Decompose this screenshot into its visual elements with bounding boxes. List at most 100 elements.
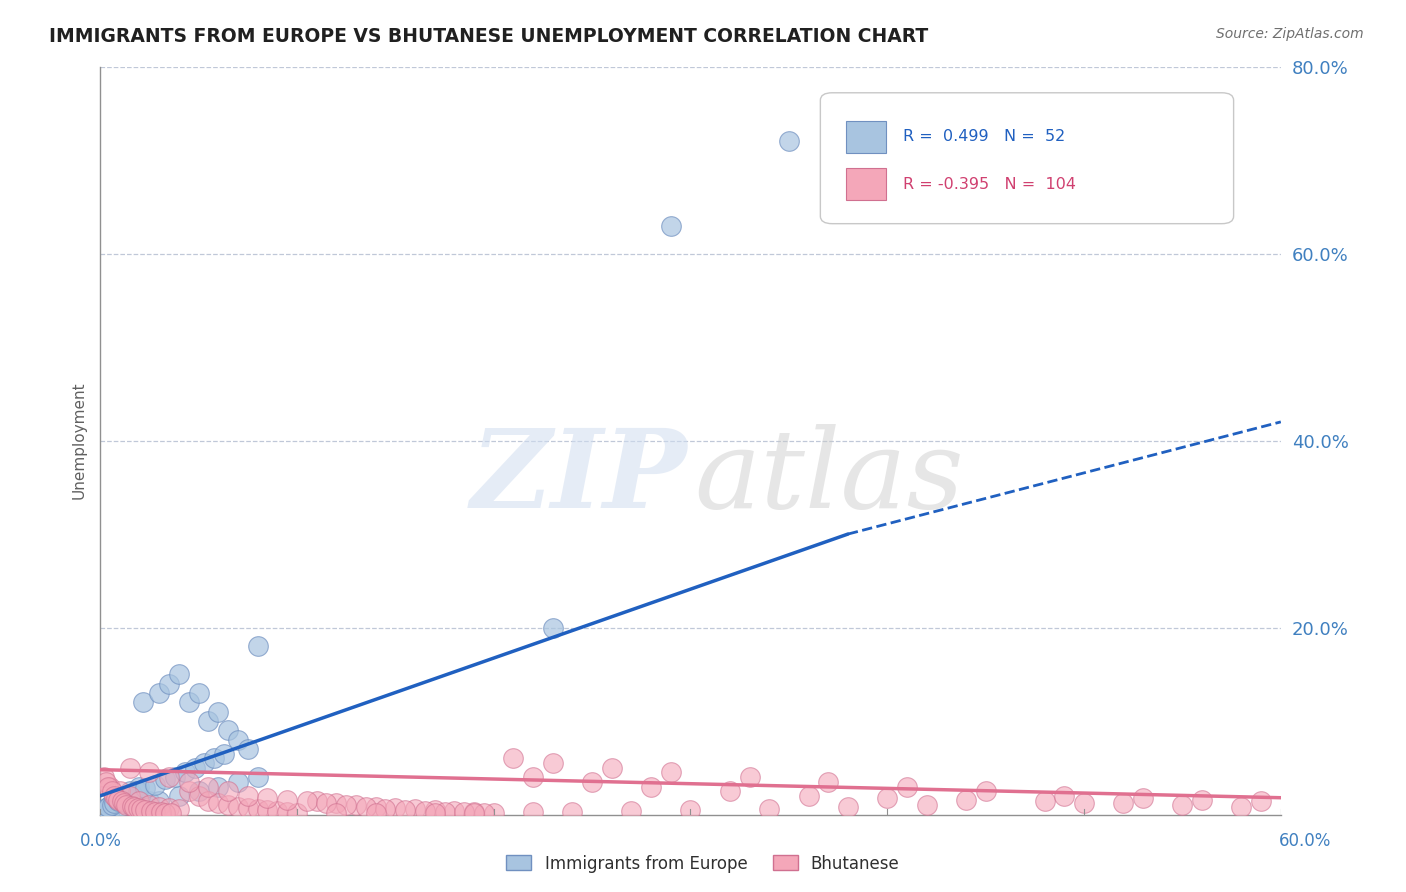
Point: [423, 803, 446, 817]
Point: [103, 797, 125, 811]
Point: [128, 793, 150, 807]
Point: [118, 761, 141, 775]
Point: [325, 797, 347, 811]
Point: [207, 797, 229, 811]
Point: [143, 778, 166, 792]
Point: [93, 803, 115, 817]
Point: [266, 804, 288, 818]
Point: [148, 800, 170, 814]
Point: [344, 798, 367, 813]
Point: [581, 774, 603, 789]
Point: [335, 798, 357, 813]
Point: [433, 805, 456, 819]
Point: [217, 723, 239, 738]
Text: 0.0%: 0.0%: [80, 831, 122, 849]
Point: [183, 761, 205, 775]
Point: [134, 781, 156, 796]
FancyBboxPatch shape: [846, 121, 886, 153]
Point: [374, 802, 396, 816]
Point: [207, 705, 229, 719]
Point: [246, 640, 269, 654]
Text: R =  0.499   N =  52: R = 0.499 N = 52: [903, 129, 1066, 145]
Point: [138, 765, 160, 780]
Point: [108, 784, 131, 798]
Point: [128, 797, 150, 811]
Point: [354, 800, 377, 814]
Point: [482, 805, 505, 820]
Point: [107, 793, 129, 807]
Point: [876, 790, 898, 805]
Point: [127, 801, 149, 815]
Text: atlas: atlas: [695, 425, 963, 532]
Point: [98, 780, 121, 794]
Point: [160, 805, 183, 820]
Point: [124, 784, 146, 798]
Point: [212, 747, 235, 761]
Point: [453, 805, 475, 819]
Point: [98, 798, 121, 813]
Point: [226, 732, 249, 747]
Point: [915, 798, 938, 813]
Point: [163, 770, 186, 784]
Point: [118, 789, 141, 803]
Point: [364, 800, 387, 814]
Point: [305, 793, 328, 807]
Point: [141, 804, 163, 818]
Point: [472, 805, 495, 820]
Point: [758, 802, 780, 816]
Point: [236, 742, 259, 756]
Point: [138, 793, 160, 807]
Point: [111, 795, 134, 809]
Point: [98, 803, 121, 817]
Point: [101, 798, 124, 813]
Point: [837, 800, 859, 814]
Point: [541, 756, 564, 771]
Point: [167, 802, 190, 816]
Point: [276, 805, 298, 819]
Point: [404, 802, 426, 816]
Point: [118, 784, 141, 798]
Point: [226, 774, 249, 789]
Point: [187, 784, 209, 798]
Point: [1132, 790, 1154, 805]
Text: Source: ZipAtlas.com: Source: ZipAtlas.com: [1216, 27, 1364, 41]
Point: [104, 790, 127, 805]
Point: [187, 789, 209, 803]
Legend: Immigrants from Europe, Bhutanese: Immigrants from Europe, Bhutanese: [499, 848, 907, 880]
Point: [896, 780, 918, 794]
Point: [157, 770, 180, 784]
Point: [207, 780, 229, 794]
Point: [1230, 800, 1253, 814]
Point: [1191, 792, 1213, 806]
Point: [522, 770, 544, 784]
Point: [974, 784, 997, 798]
Point: [197, 714, 219, 728]
Point: [128, 780, 150, 794]
Point: [384, 801, 406, 815]
Point: [443, 804, 465, 818]
Point: [659, 219, 682, 233]
Point: [148, 793, 170, 807]
Point: [107, 792, 129, 806]
Point: [955, 792, 977, 806]
Point: [620, 804, 643, 818]
Point: [718, 784, 741, 798]
Point: [256, 790, 278, 805]
Point: [167, 789, 190, 803]
Point: [101, 784, 124, 798]
Point: [561, 805, 583, 819]
Point: [127, 784, 149, 798]
FancyBboxPatch shape: [820, 93, 1233, 224]
Point: [104, 789, 127, 803]
Point: [187, 686, 209, 700]
Point: [134, 803, 156, 817]
Point: [1250, 795, 1272, 809]
Point: [738, 770, 761, 784]
Text: 60.0%: 60.0%: [1278, 831, 1331, 849]
Point: [1171, 798, 1194, 813]
Point: [122, 800, 145, 814]
Point: [394, 803, 416, 817]
Point: [463, 805, 485, 819]
Point: [541, 621, 564, 635]
Point: [285, 805, 308, 820]
